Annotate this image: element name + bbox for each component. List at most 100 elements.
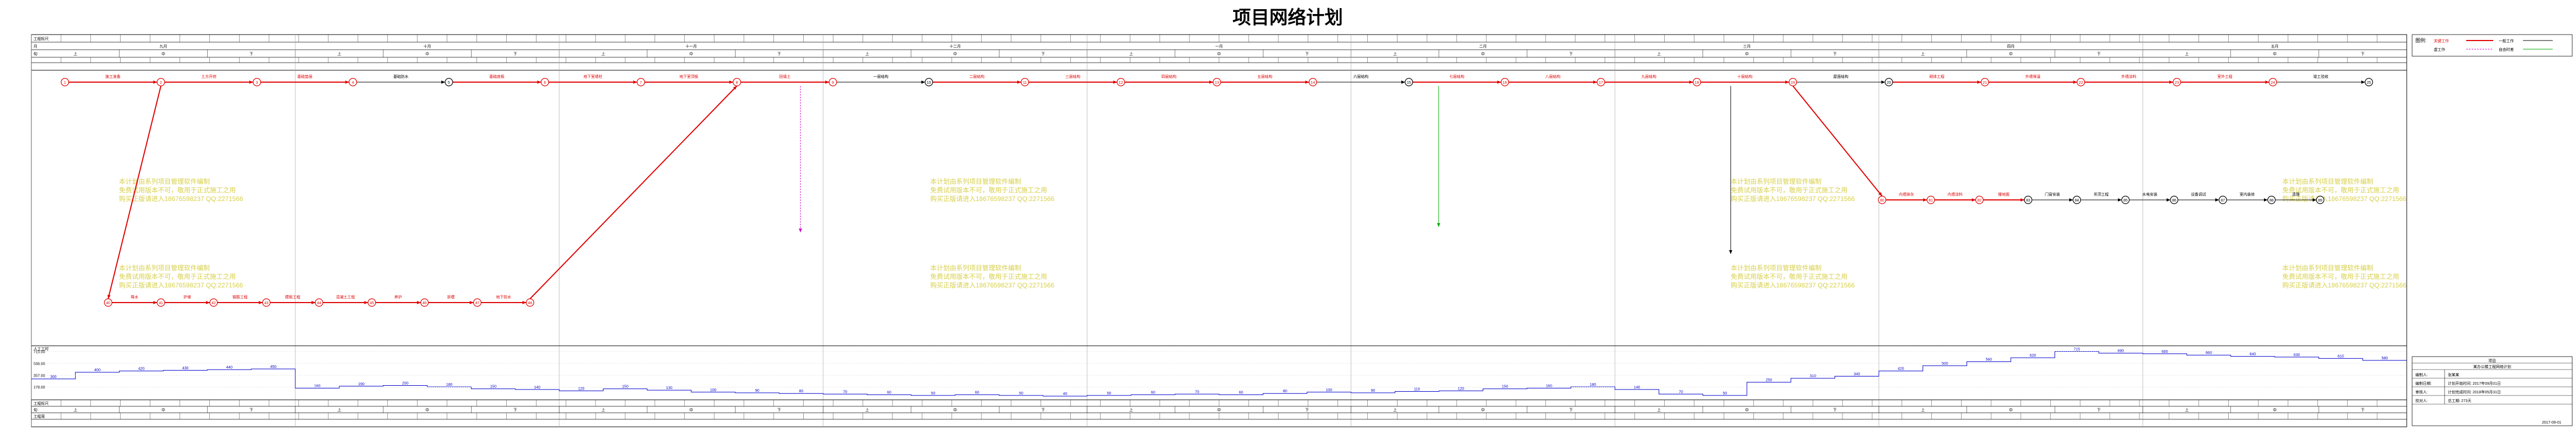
legend-virtual-label: 虚工作 (2434, 47, 2445, 52)
event-node (1213, 78, 1221, 86)
arrow-head (1593, 81, 1597, 84)
event-node (1884, 78, 1893, 86)
arrow-head (1785, 81, 1789, 84)
resource-value-label: 610 (2337, 354, 2344, 358)
arrow-head (1497, 81, 1501, 84)
decade-label: 上 (1657, 51, 1661, 56)
decade-label: 下 (1833, 52, 1837, 56)
resource-value-label: 620 (2030, 354, 2036, 358)
event-node-number: 6 (544, 81, 546, 85)
decade-label: 下 (777, 52, 781, 56)
info-project-name: 某办公楼工程网络计划 (2473, 364, 2511, 369)
activity-label: 外墙涂料 (2121, 74, 2136, 79)
activity-label: 二层结构 (969, 74, 984, 79)
arrow-head (2265, 81, 2269, 84)
decade-label: 上 (1393, 51, 1397, 56)
event-node (420, 298, 429, 307)
info-row-value: 总工期: 273天 (2448, 398, 2472, 403)
event-node (829, 78, 837, 86)
footer-decade-label: 下 (513, 408, 517, 412)
activity-label: 混凝土工程 (336, 294, 355, 299)
resource-value-label: 580 (2381, 357, 2388, 360)
resource-value-label: 70 (843, 390, 847, 394)
header-months: 九月 十月 十一月 十二月 一月 二月 三月 四月 五月 (160, 44, 2279, 49)
activity-label: 地下防水 (496, 294, 511, 299)
resource-value-label: 430 (182, 366, 189, 370)
activity-label: 竣工验收 (2313, 74, 2328, 79)
decade-label: 中 (953, 51, 957, 56)
activity-label: 砌体工程 (1929, 74, 1944, 79)
month-label: 九月 (160, 44, 167, 49)
event-node-number: 42 (211, 301, 216, 305)
activity-label: 基础防水 (393, 74, 408, 79)
resource-value-label: 340 (1853, 372, 1860, 376)
event-node (1405, 78, 1413, 86)
event-node-number: 88 (2269, 199, 2274, 203)
resource-value-label: 680 (2162, 350, 2168, 354)
header-ticks: 上中下上中下上中下上中下上中下上中下上中下上中下上中下 (31, 35, 2407, 63)
activity-label: 九层结构 (1641, 74, 1657, 79)
activity-label: 门窗安装 (2045, 192, 2060, 197)
header-row-labels: 工程标尺 月 旬 (34, 36, 49, 56)
arrow-head (2021, 198, 2024, 202)
event-node-number: 82 (1977, 199, 1982, 203)
resource-value-label: 180 (1590, 383, 1596, 387)
resource-value-label: 90 (1371, 389, 1375, 393)
month-label: 三月 (1743, 44, 1751, 49)
resource-y-tick: 715.00 (34, 351, 45, 354)
watermark-line: 购买正版请进入18676598237 QQ:2271566 (119, 195, 243, 203)
event-node (2121, 196, 2130, 204)
arrow-head (921, 81, 925, 84)
activity-label: 七层结构 (1449, 74, 1465, 79)
resource-value-label: 50 (1723, 392, 1727, 396)
footer-decade-label: 中 (2273, 407, 2277, 412)
month-grid-lines (31, 35, 2143, 427)
decade-label: 上 (1129, 51, 1133, 56)
footer-ticks: 上中下上中下上中下上中下上中下上中下上中下上中下上中下 (31, 400, 2407, 419)
event-node (1926, 196, 1935, 204)
watermark-line: 免费试用版本不可，敬用于正式施工之用 (1731, 272, 1847, 280)
decade-label: 上 (2185, 51, 2189, 56)
resource-label: 人工工时 (34, 346, 49, 351)
decade-label: 中 (1217, 51, 1221, 56)
info-row-value: 计划开始时间: 2017年09月01日 (2448, 381, 2501, 386)
watermark-line: 购买正版请进入18676598237 QQ:2271566 (119, 281, 243, 289)
resource-value-label: 90 (755, 389, 759, 393)
watermark-line: 免费试用版本不可，敬用于正式施工之用 (930, 272, 1047, 280)
activity-label: 模板工程 (285, 294, 300, 299)
month-label: 二月 (1479, 44, 1487, 49)
event-node (209, 298, 218, 307)
arrow-head (312, 301, 315, 304)
arrow-head (1977, 81, 1981, 84)
footer-decade-label: 中 (953, 407, 957, 412)
resource-value-label: 420 (138, 367, 144, 371)
event-node-number: 89 (2318, 199, 2322, 203)
event-node (1116, 78, 1125, 86)
event-node (2170, 196, 2178, 204)
resource-value-label: 200 (402, 382, 408, 386)
event-node-number: 15 (1407, 81, 1411, 85)
decade-label: 下 (2097, 52, 2101, 56)
legend-work-label: 一般工作 (2499, 38, 2514, 43)
event-node-number: 87 (2221, 199, 2225, 203)
activity-label: 基础垫层 (297, 74, 313, 79)
month-label: 四月 (2007, 44, 2015, 49)
event-node-number: 9 (832, 81, 834, 85)
arrow-head (1017, 81, 1021, 84)
event-node-number: 24 (2271, 81, 2275, 85)
event-node-number: 21 (1983, 81, 1987, 85)
event-node (262, 298, 271, 307)
footer-decade-label: 上 (2185, 407, 2189, 412)
watermark-line: 本计划由系列项目管理软件编制 (119, 177, 210, 185)
activity-label: 吊顶工程 (2094, 192, 2109, 197)
event-node (2173, 78, 2181, 86)
decade-label: 中 (1745, 51, 1749, 56)
event-node-number: 83 (2026, 199, 2030, 203)
event-node-number: 84 (2075, 199, 2079, 203)
arrow-head (2361, 81, 2365, 84)
watermark-line: 本计划由系列项目管理软件编制 (1731, 177, 1822, 185)
event-node-number: 80 (1880, 199, 1884, 203)
watermark-line: 本计划由系列项目管理软件编制 (930, 264, 1021, 272)
plot-frame (31, 34, 2407, 427)
